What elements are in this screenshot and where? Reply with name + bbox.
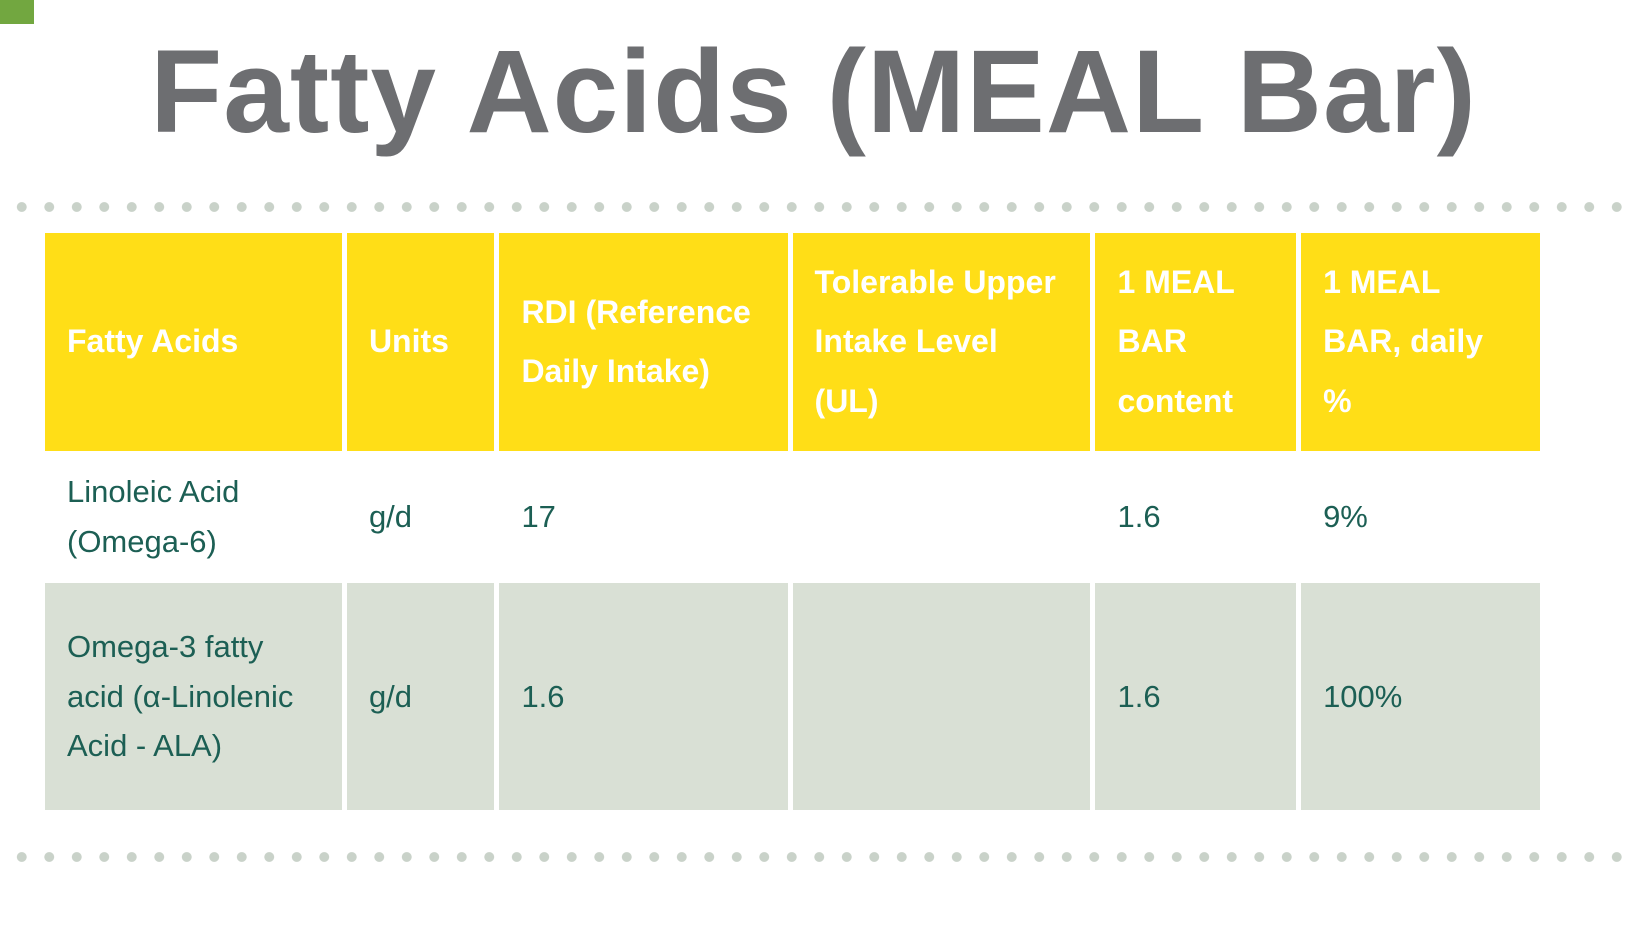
col-header-upper-intake-level: Tolerable Upper Intake Level (UL) [792, 233, 1091, 451]
dotted-divider-top [8, 201, 1627, 213]
col-header-meal-bar-daily-percent: 1 MEAL BAR, daily % [1301, 233, 1540, 451]
col-header-meal-bar-content: 1 MEAL BAR content [1095, 233, 1297, 451]
table-cell [792, 456, 1091, 578]
table-cell: 17 [499, 456, 788, 578]
fatty-acids-table: Fatty Acids Units RDI (Reference Daily I… [45, 233, 1540, 810]
table-cell: Linoleic Acid (Omega-6) [45, 456, 342, 578]
table-cell: 1.6 [499, 583, 788, 810]
col-header-fatty-acids: Fatty Acids [45, 233, 342, 451]
table-cell: g/d [346, 583, 495, 810]
table-cell: g/d [346, 456, 495, 578]
dotted-divider-bottom [8, 851, 1627, 863]
table-cell [792, 583, 1091, 810]
corner-accent [0, 0, 34, 24]
table-cell: 100% [1301, 583, 1540, 810]
table-cell: 9% [1301, 456, 1540, 578]
table-cell: Omega-3 fatty acid (α-Linolenic Acid - A… [45, 583, 342, 810]
page-title: Fatty Acids (MEAL Bar) [150, 26, 1477, 158]
table-cell: 1.6 [1095, 456, 1297, 578]
table-cell: 1.6 [1095, 583, 1297, 810]
col-header-rdi: RDI (Reference Daily Intake) [499, 233, 788, 451]
col-header-units: Units [346, 233, 495, 451]
